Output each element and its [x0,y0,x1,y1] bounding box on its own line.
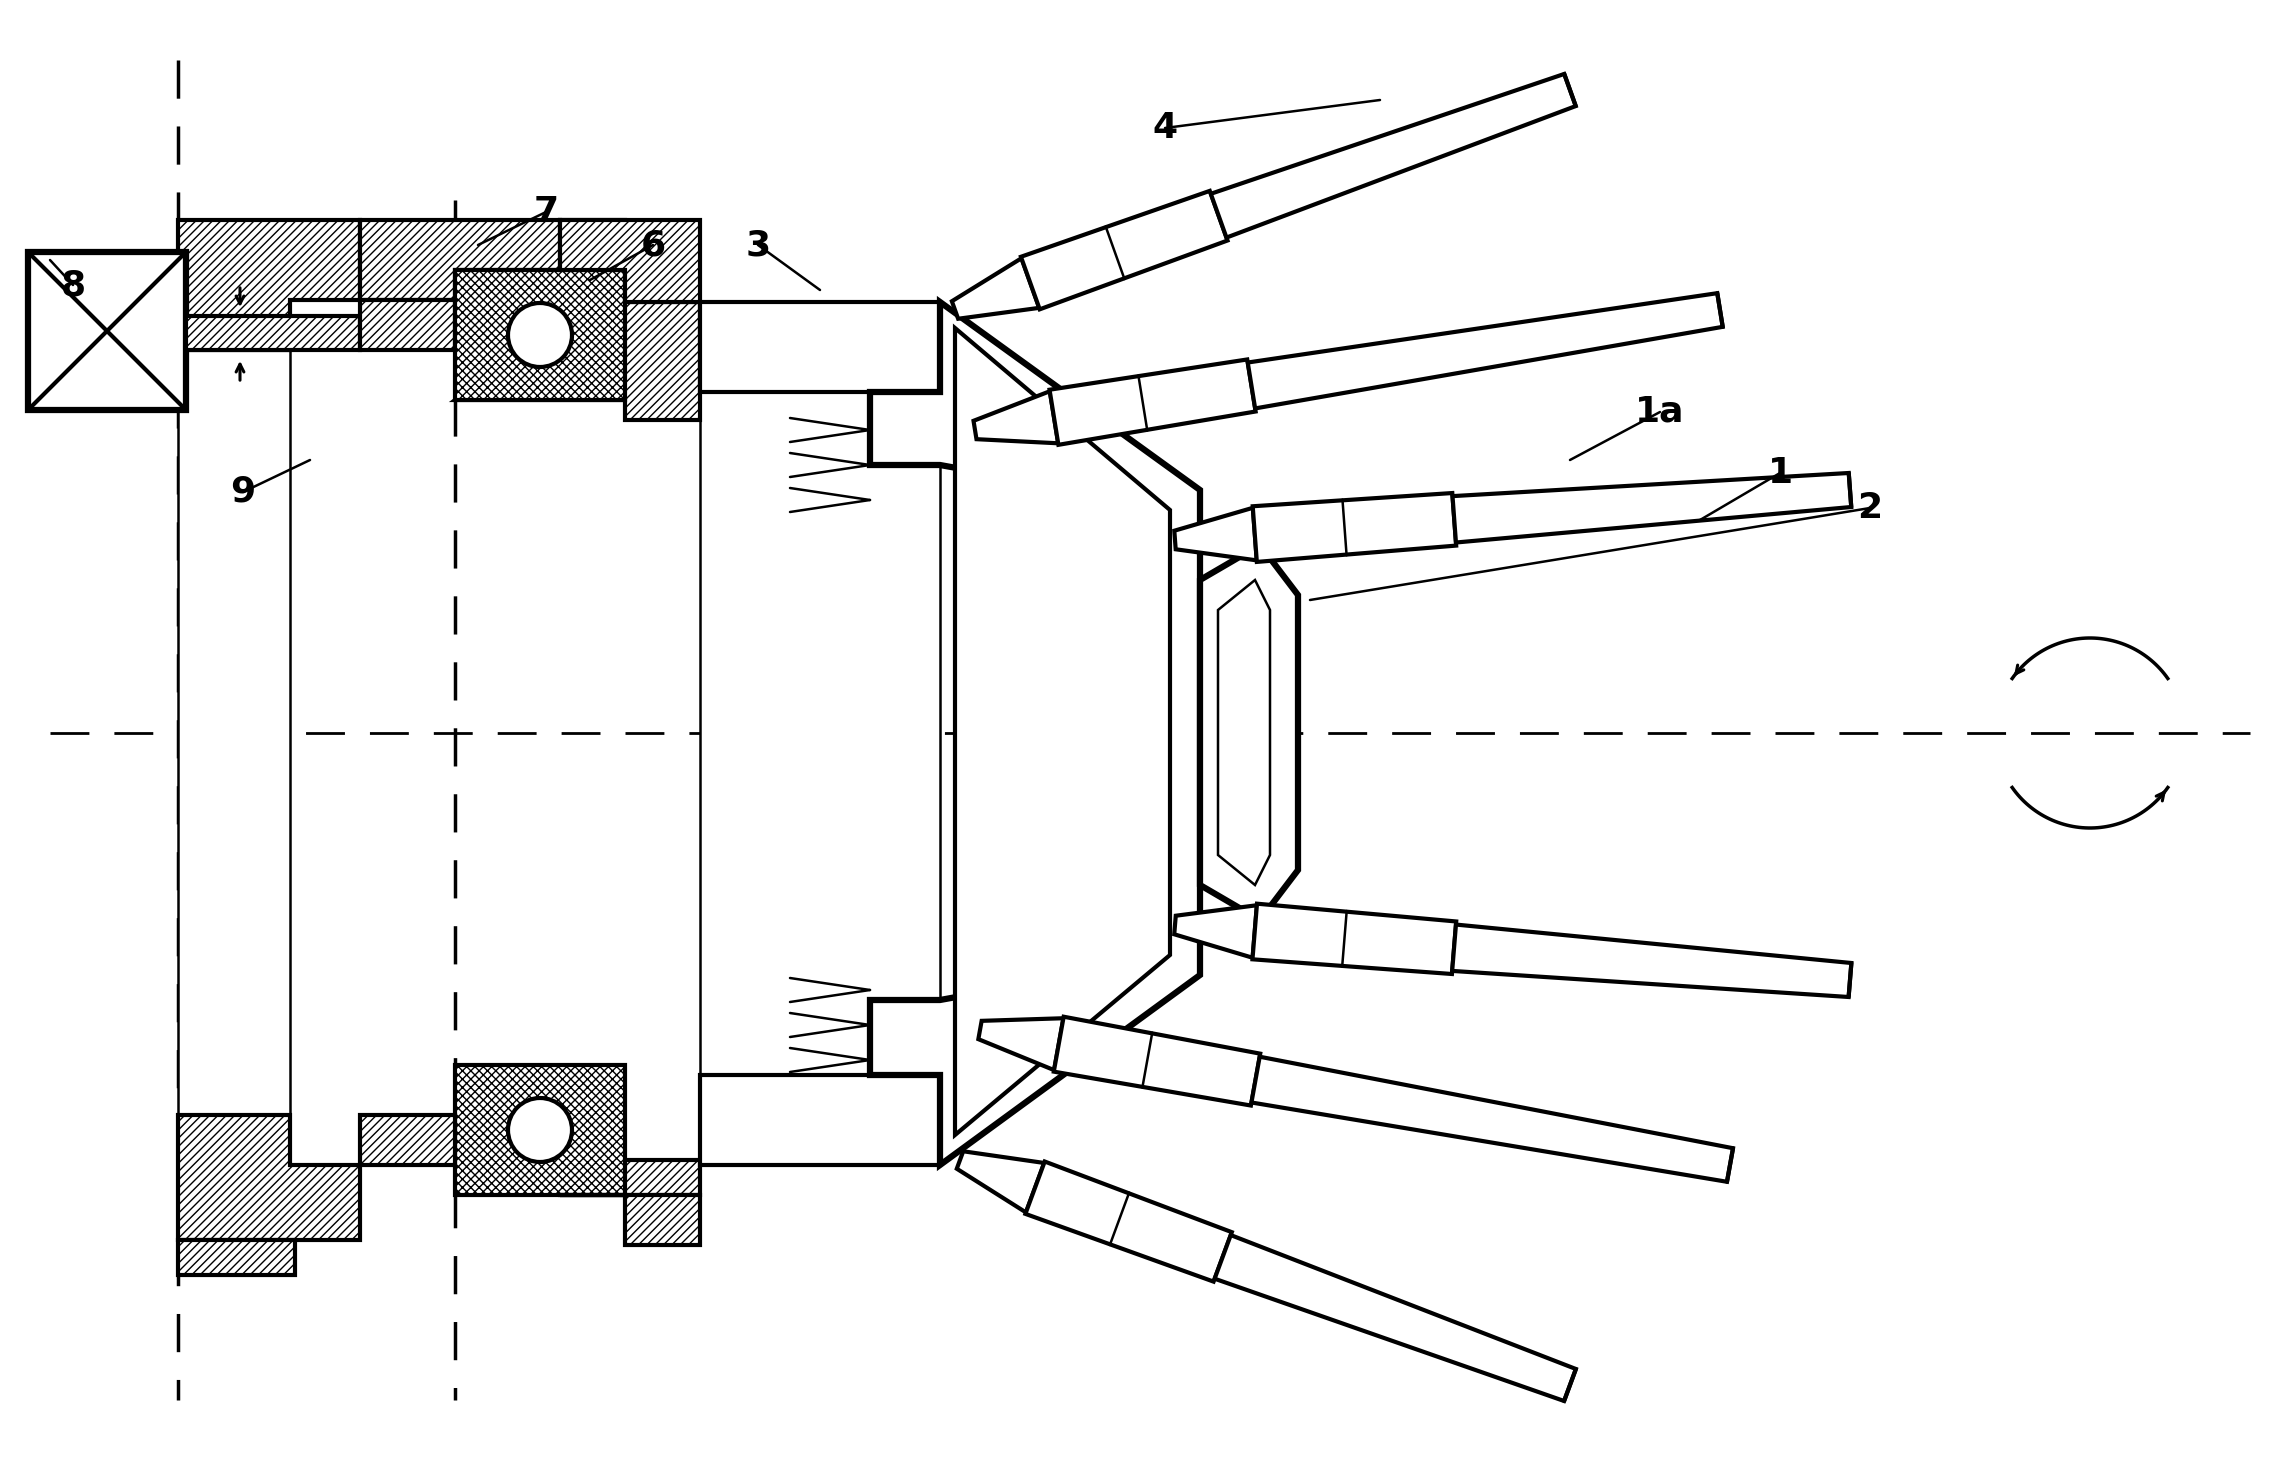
Polygon shape [179,220,360,350]
Polygon shape [952,258,1039,318]
Bar [700,391,941,1075]
Bar [700,302,941,391]
Polygon shape [954,328,1170,1135]
Polygon shape [1452,474,1851,542]
Text: 1a: 1a [1636,394,1684,430]
Polygon shape [454,1064,624,1195]
Circle shape [507,303,571,366]
Polygon shape [1452,925,1851,997]
Bar [28,252,186,410]
Polygon shape [560,1195,700,1245]
Polygon shape [1021,191,1227,309]
Polygon shape [869,302,1200,1165]
Polygon shape [973,391,1058,443]
Polygon shape [1200,545,1298,921]
Polygon shape [454,220,700,419]
Polygon shape [560,220,700,302]
Polygon shape [1218,581,1271,885]
Text: 2: 2 [1858,491,1883,525]
Text: 3: 3 [746,229,771,262]
Polygon shape [1051,359,1255,444]
Text: 1: 1 [1766,456,1792,490]
Polygon shape [1211,73,1576,237]
Polygon shape [1175,507,1257,560]
Polygon shape [1053,1017,1259,1105]
Polygon shape [977,1019,1064,1070]
Polygon shape [1253,903,1457,973]
Polygon shape [360,301,454,350]
Polygon shape [1253,1057,1732,1182]
Polygon shape [957,1151,1044,1212]
Polygon shape [1175,905,1257,957]
Polygon shape [179,1240,296,1275]
Polygon shape [1248,293,1723,409]
Text: 4: 4 [1152,111,1177,145]
Text: 9: 9 [229,475,255,509]
Polygon shape [1025,1161,1232,1281]
Bar [700,1075,941,1165]
Circle shape [507,1098,571,1163]
Polygon shape [1253,493,1457,561]
Text: 7: 7 [535,195,557,229]
Polygon shape [560,1160,700,1195]
Polygon shape [1214,1234,1576,1401]
Polygon shape [454,270,624,400]
Text: 6: 6 [640,229,665,262]
Polygon shape [179,1116,360,1240]
Polygon shape [186,317,360,350]
Polygon shape [360,1116,454,1165]
Bar [179,350,289,1116]
Text: 8: 8 [60,268,85,302]
Polygon shape [360,220,560,301]
